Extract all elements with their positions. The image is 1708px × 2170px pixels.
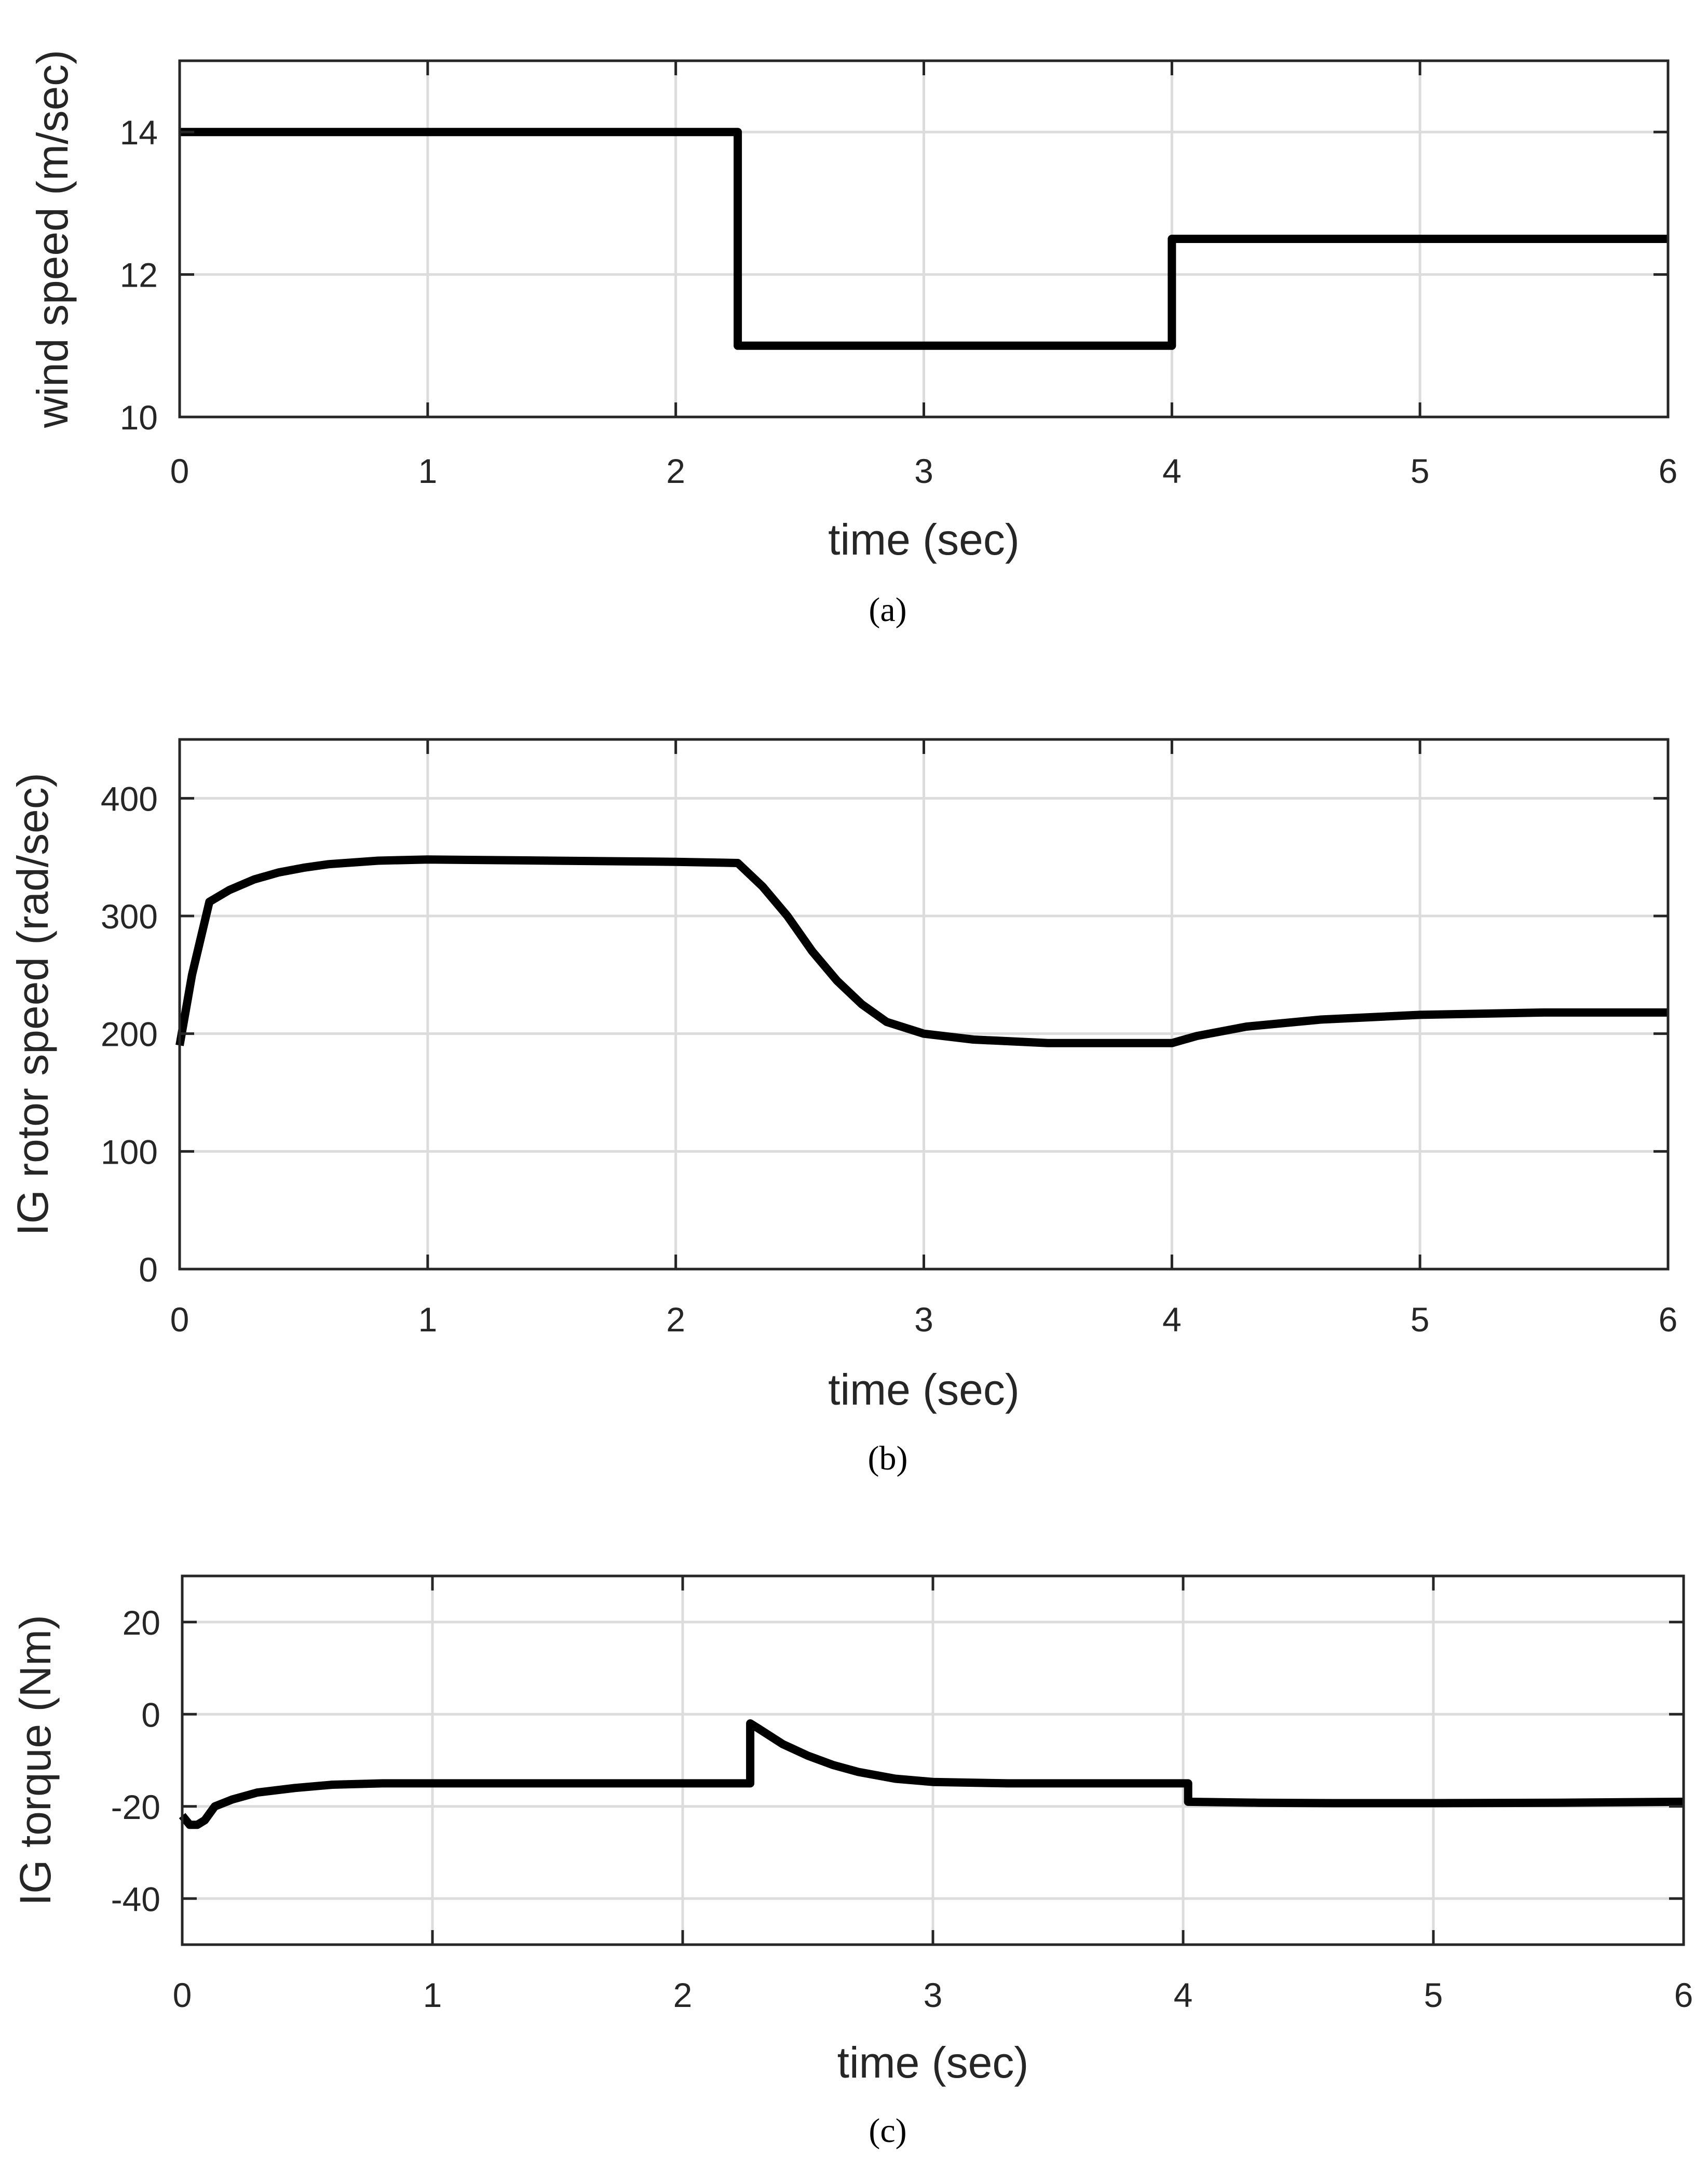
- x-tick-label: 2: [673, 1976, 693, 2014]
- x-tick-label: 6: [1659, 452, 1678, 490]
- x-tick-label: 1: [418, 1300, 437, 1339]
- y-tick-label: -40: [111, 1880, 160, 1918]
- x-axis-label: time (sec): [828, 515, 1020, 564]
- x-tick-label: 5: [1411, 1300, 1430, 1339]
- x-axis-label: time (sec): [828, 1365, 1020, 1414]
- series-line: [175, 855, 1668, 1047]
- x-tick-label: 2: [666, 452, 685, 490]
- x-tick-label: 0: [173, 1976, 192, 2014]
- x-axis-label: time (sec): [837, 2038, 1029, 2087]
- x-tick-label: 0: [170, 1300, 189, 1339]
- y-tick-label: 20: [123, 1603, 160, 1642]
- series-line: [179, 1719, 1684, 1829]
- x-tick-label: 6: [1674, 1976, 1693, 2014]
- y-tick-label: 12: [120, 256, 158, 294]
- series-line: [180, 128, 1668, 350]
- y-tick-label: 200: [101, 1015, 158, 1054]
- x-tick-label: 5: [1411, 452, 1430, 490]
- y-axis-label: wind speed (m/sec): [28, 50, 77, 428]
- x-tick-label: 3: [914, 1300, 933, 1339]
- y-tick-label: 10: [120, 398, 158, 437]
- x-tick-label: 4: [1162, 452, 1182, 490]
- y-tick-label: 0: [141, 1695, 160, 1734]
- x-tick-label: 5: [1424, 1976, 1443, 2014]
- x-tick-label: 6: [1659, 1300, 1678, 1339]
- chart-2: 0 1 2 3 4 5 6 0 100 200 300 400 time (sec) IG rotor s…: [8, 738, 1678, 1477]
- figure-caption: (a): [869, 591, 906, 629]
- x-tick-label: 3: [924, 1976, 943, 2014]
- chart-3: 0 1 2 3 4 5 6 -40 -20 0 20 time (sec) IG torque (Nm)…: [11, 1574, 1693, 2150]
- y-tick-label: 100: [101, 1133, 158, 1171]
- x-tick-label: 3: [914, 452, 933, 490]
- x-tick-label: 4: [1162, 1300, 1182, 1339]
- y-tick-label: 300: [101, 897, 158, 936]
- x-tick-label: 1: [423, 1976, 442, 2014]
- y-axis-label: IG rotor speed (rad/sec): [8, 773, 57, 1236]
- y-tick-label: 14: [120, 113, 158, 152]
- x-tick-label: 2: [666, 1300, 685, 1339]
- y-axis-label: IG torque (Nm): [11, 1615, 60, 1906]
- y-tick-label: 0: [139, 1250, 158, 1289]
- x-tick-label: 4: [1174, 1976, 1193, 2014]
- y-tick-label: -20: [111, 1788, 160, 1826]
- x-tick-label: 0: [170, 452, 189, 490]
- figure-caption: (c): [869, 2112, 906, 2150]
- y-tick-label: 400: [101, 779, 158, 818]
- figure-caption: (b): [868, 1439, 908, 1477]
- x-tick-label: 1: [418, 452, 437, 490]
